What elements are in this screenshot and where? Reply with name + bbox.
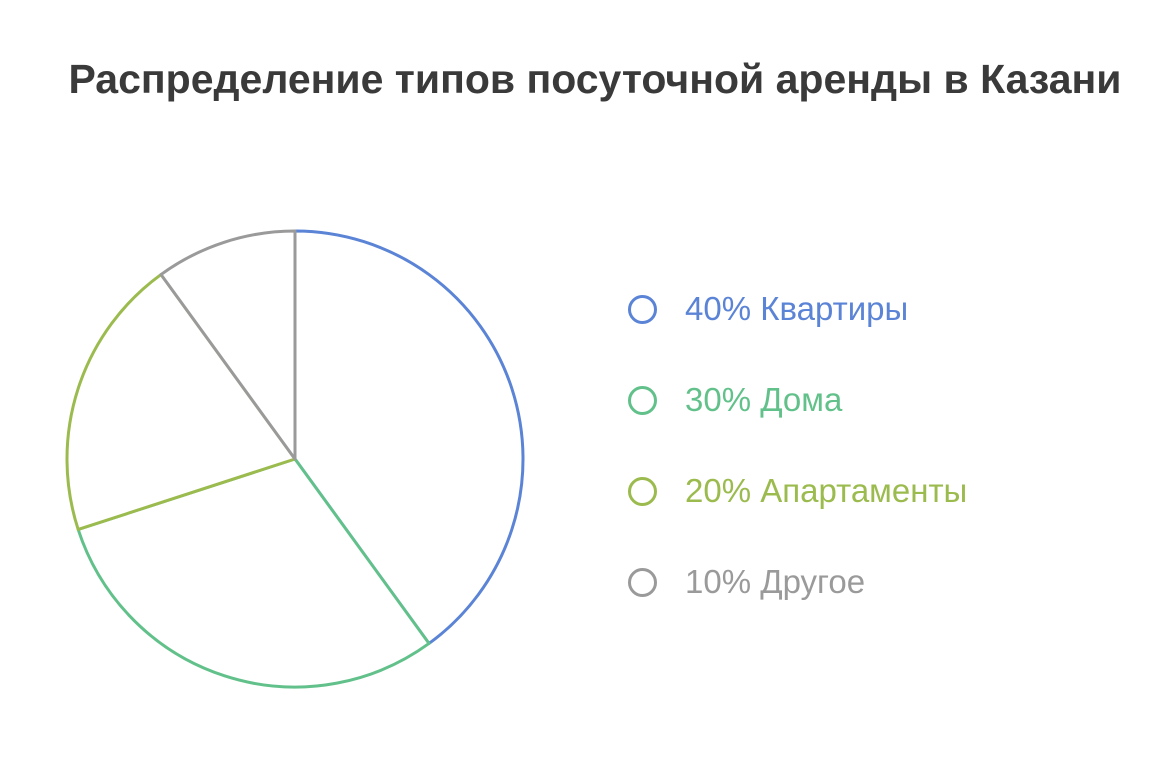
pie-slice xyxy=(76,457,431,689)
legend-marker-icon xyxy=(628,385,657,415)
legend-marker-icon xyxy=(628,567,657,597)
legend-item: 20% Апартаменты xyxy=(628,468,967,514)
legend-label: 10% Другое xyxy=(685,563,866,600)
legend-item: 30% Дома xyxy=(628,377,967,423)
pie-slice xyxy=(65,273,297,531)
legend-label: 30% Дома xyxy=(685,381,843,418)
legend-label: 40% Квартиры xyxy=(685,290,909,327)
legend-marker-icon xyxy=(628,476,657,506)
legend-marker-icon xyxy=(628,294,657,324)
legend-item: 40% Квартиры xyxy=(628,286,967,332)
chart-title: Распределение типов посуточной аренды в … xyxy=(68,56,1122,102)
chart-legend: 40% Квартиры 30% Дома 20% Апартаменты 10% Д… xyxy=(628,286,967,650)
pie-chart xyxy=(65,229,525,689)
pie-slice xyxy=(159,229,297,461)
legend-item: 10% Другое xyxy=(628,559,967,605)
pie-slice xyxy=(293,229,525,645)
legend-label: 20% Апартаменты xyxy=(685,472,968,509)
